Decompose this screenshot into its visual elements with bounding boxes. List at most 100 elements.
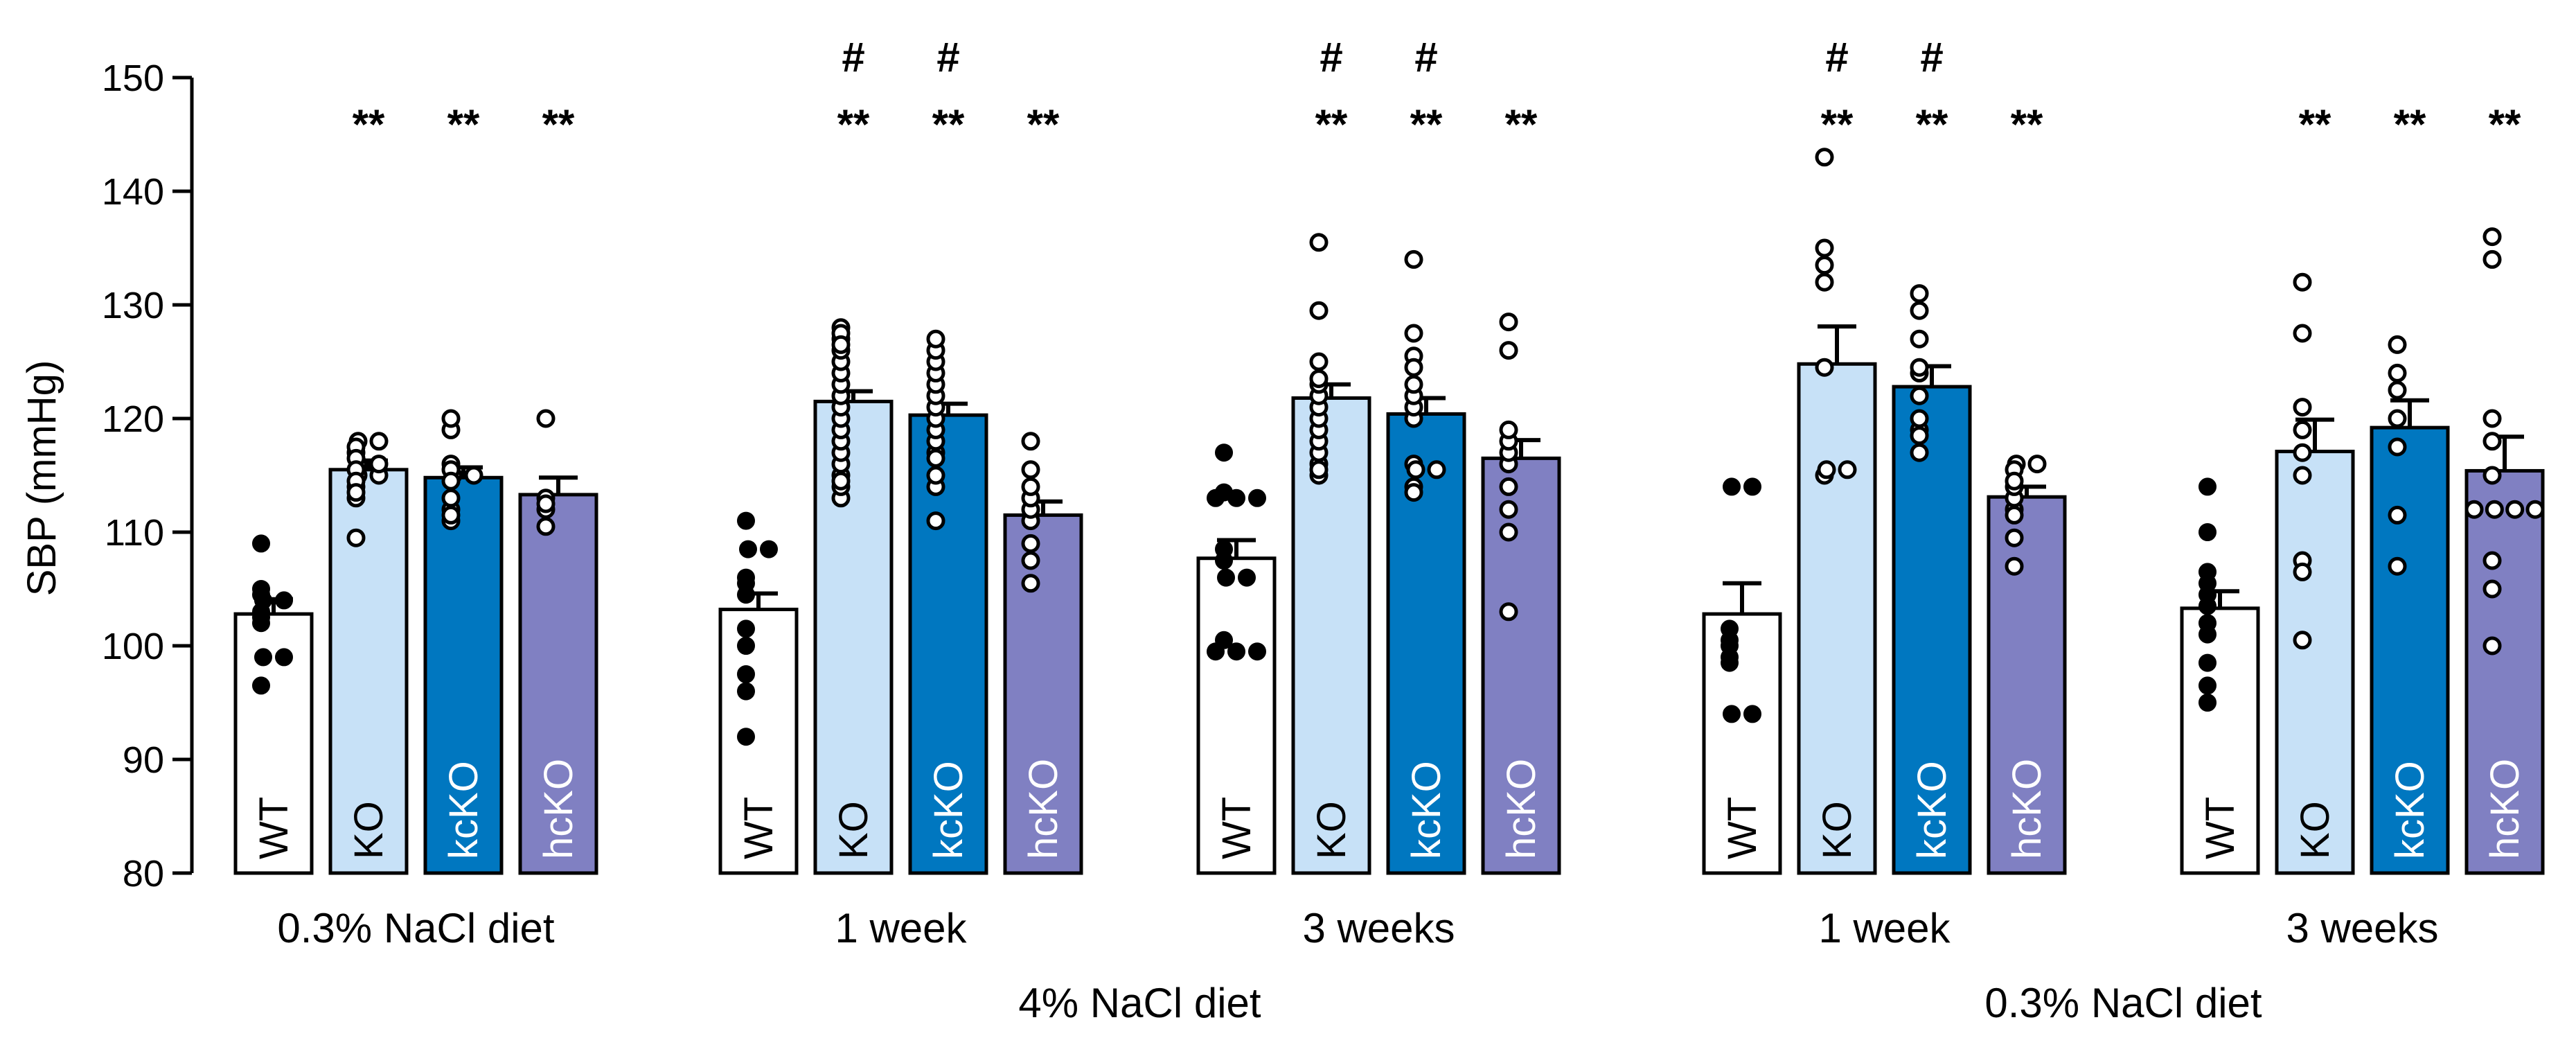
data-point (737, 682, 755, 701)
bar (2180, 606, 2260, 875)
hash-marker: # (1920, 34, 1943, 80)
significance-marker: ** (542, 101, 575, 148)
data-point (1499, 477, 1518, 496)
y-tick-label: 80 (123, 853, 164, 895)
bar (908, 413, 988, 875)
significance-marker: ** (447, 101, 480, 148)
data-point (1815, 238, 1834, 258)
bar-label: WT (1720, 797, 1765, 859)
data-point (441, 505, 461, 525)
data-point (1721, 653, 1739, 672)
bar-label: hcKO (1499, 759, 1544, 859)
data-point (2293, 631, 2312, 650)
data-point (536, 517, 556, 536)
data-point (1723, 705, 1741, 723)
data-point (737, 728, 755, 746)
bar-label: kcKO (2388, 761, 2433, 859)
y-tick-label: 90 (123, 739, 164, 781)
data-point (2482, 551, 2502, 570)
bar-label: KO (1309, 801, 1354, 859)
data-point (2505, 500, 2525, 519)
data-point (1404, 358, 1423, 377)
significance-marker: ** (1315, 101, 1348, 148)
group-label: 1 week (1818, 905, 1951, 951)
data-point (369, 455, 389, 474)
data-point (1404, 375, 1423, 394)
data-point (2482, 409, 2502, 428)
data-point (926, 448, 945, 468)
data-point (2199, 597, 2217, 615)
data-point (1215, 552, 1233, 570)
data-point (2482, 227, 2502, 247)
y-axis: 80 90 100 110 120 130 140 150 (102, 58, 194, 895)
significance-marker: ** (837, 101, 870, 148)
data-point (254, 648, 272, 667)
data-point (737, 637, 755, 655)
data-point (1309, 369, 1329, 389)
data-point (1910, 301, 1929, 320)
hash-marker: # (1414, 34, 1437, 80)
data-point (1910, 426, 1929, 446)
bar-label: kcKO (441, 761, 486, 859)
bar-label: kcKO (926, 761, 971, 859)
data-point (2293, 272, 2312, 292)
bar-label: KO (2293, 801, 2338, 859)
data-point (275, 648, 293, 667)
bar-label: KO (1815, 801, 1860, 859)
data-point (1815, 148, 1834, 167)
data-point (1227, 642, 1245, 661)
hash-marker: # (1825, 34, 1848, 80)
group-label: 3 weeks (2286, 905, 2438, 951)
group-label: 1 week (835, 905, 967, 951)
bar-label: WT (1214, 797, 1259, 859)
y-tick-label: 100 (102, 626, 164, 667)
data-point (1404, 483, 1423, 502)
data-point (1910, 409, 1929, 428)
data-point (760, 540, 778, 558)
y-tick-label: 120 (102, 398, 164, 440)
data-point (2005, 505, 2024, 525)
data-point (441, 489, 461, 508)
data-point (2482, 466, 2502, 485)
data-point (2388, 556, 2407, 576)
data-point (1021, 460, 1040, 479)
data-point (1817, 460, 1836, 479)
data-point (1815, 358, 1834, 377)
data-point (1309, 352, 1329, 371)
data-point (441, 471, 461, 491)
data-point (1499, 522, 1518, 542)
super-group-label: 4% NaCl diet (1018, 980, 1261, 1026)
data-point (737, 511, 755, 530)
data-point (2388, 335, 2407, 354)
data-point (737, 586, 755, 604)
data-point (2199, 477, 2217, 496)
data-point (2199, 694, 2217, 712)
bar-group: WT KO ** kcKO ** hcKO ** (2180, 101, 2545, 875)
hash-marker: # (842, 34, 864, 80)
data-point (737, 665, 755, 683)
bar-label: hcKO (1021, 759, 1066, 859)
data-point (1427, 460, 1446, 479)
bar (1386, 412, 1466, 875)
data-point (2199, 653, 2217, 672)
data-point (252, 534, 270, 553)
data-point (2482, 249, 2502, 269)
data-point (1499, 341, 1518, 360)
data-point (1217, 568, 1235, 587)
data-point (831, 471, 851, 491)
bar-label: WT (251, 797, 296, 859)
data-point (252, 676, 270, 695)
data-point (346, 528, 366, 547)
hash-marker: # (936, 34, 959, 80)
data-point (926, 466, 945, 485)
y-tick-label: 130 (102, 285, 164, 326)
data-point (346, 483, 366, 502)
data-point (1309, 233, 1329, 252)
bar-group: WT KO ** kcKO ** hcKO ** (233, 101, 598, 875)
bar-label: kcKO (1404, 761, 1449, 859)
data-point (2005, 471, 2024, 491)
bar (2464, 468, 2545, 875)
data-point (441, 409, 461, 428)
data-point (2199, 676, 2217, 695)
significance-marker: ** (1916, 101, 1948, 148)
